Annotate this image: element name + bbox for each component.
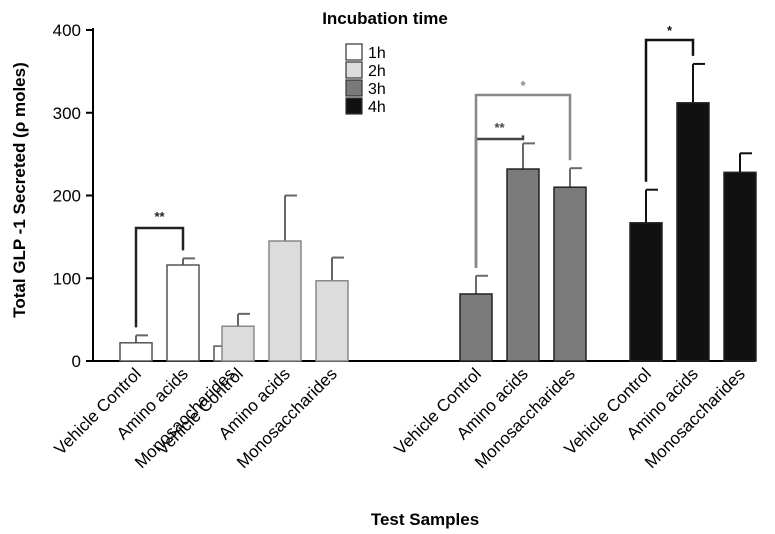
significance-line [644, 38, 695, 182]
bar-2h-2 [315, 279, 349, 362]
bar-3h-0 [459, 293, 493, 362]
legend-label: 3h [368, 81, 386, 98]
significance-label: * [667, 23, 673, 38]
legend-label: 4h [368, 99, 386, 116]
legend-swatch [345, 43, 363, 61]
y-tick-label: 400 [53, 21, 81, 40]
error-bar [522, 142, 535, 170]
legend-item-1h: 1h [345, 43, 386, 62]
significance-bracket: * [474, 78, 572, 268]
significance-label: ** [154, 209, 165, 224]
error-bar [692, 62, 705, 103]
legend-label: 1h [368, 45, 386, 62]
error-bar [331, 256, 344, 281]
legend-swatch [345, 97, 363, 115]
significance-label: * [520, 78, 526, 93]
bar-3h-2 [553, 186, 587, 362]
legend-title: Incubation time [322, 9, 448, 28]
y-axis-title: Total GLP -1 Secreted (ρ moles) [10, 62, 29, 318]
bar-1h-0 [119, 342, 153, 362]
y-tick-label: 100 [53, 269, 81, 288]
error-bar [182, 257, 195, 266]
bar-4h-1 [676, 102, 710, 362]
significance-line [474, 93, 572, 268]
bar-4h-2 [723, 171, 757, 362]
legend-item-4h: 4h [345, 97, 386, 116]
error-bar [135, 334, 148, 343]
bar-3h-1 [506, 168, 540, 362]
bar-4h-0 [629, 222, 663, 362]
error-bar [739, 152, 752, 173]
error-bar [475, 274, 488, 294]
y-tick-label: 200 [53, 187, 81, 206]
bar-2h-0 [221, 325, 255, 362]
legend-label: 2h [368, 63, 386, 80]
significance-label: ** [494, 120, 505, 135]
significance-line [134, 226, 185, 328]
error-bar [284, 194, 297, 242]
x-axis-title: Test Samples [371, 510, 479, 529]
significance-bracket: ** [134, 209, 185, 328]
significance-bracket: * [644, 23, 695, 182]
legend-swatch [345, 79, 363, 97]
bar-1h-1 [166, 264, 200, 362]
bar-2h-1 [268, 240, 302, 362]
legend-swatch [345, 61, 363, 79]
error-bar [237, 312, 250, 327]
error-bar [645, 188, 658, 223]
legend-item-2h: 2h [345, 61, 386, 80]
y-tick-label: 0 [72, 352, 81, 371]
legend-item-3h: 3h [345, 79, 386, 98]
y-tick-label: 300 [53, 104, 81, 123]
error-bar [569, 167, 582, 188]
